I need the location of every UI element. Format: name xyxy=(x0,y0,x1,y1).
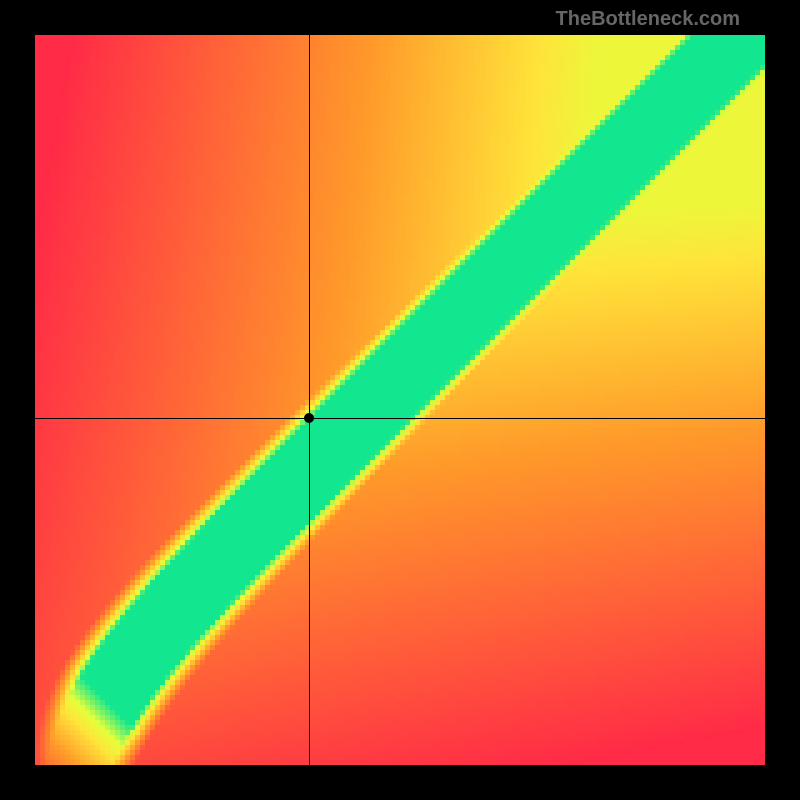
watermark-text: TheBottleneck.com xyxy=(556,8,740,31)
heatmap-canvas xyxy=(35,35,765,765)
plot-area xyxy=(35,35,765,765)
crosshair-vertical xyxy=(309,35,310,765)
crosshair-horizontal xyxy=(35,418,765,419)
marker-dot xyxy=(304,413,314,423)
